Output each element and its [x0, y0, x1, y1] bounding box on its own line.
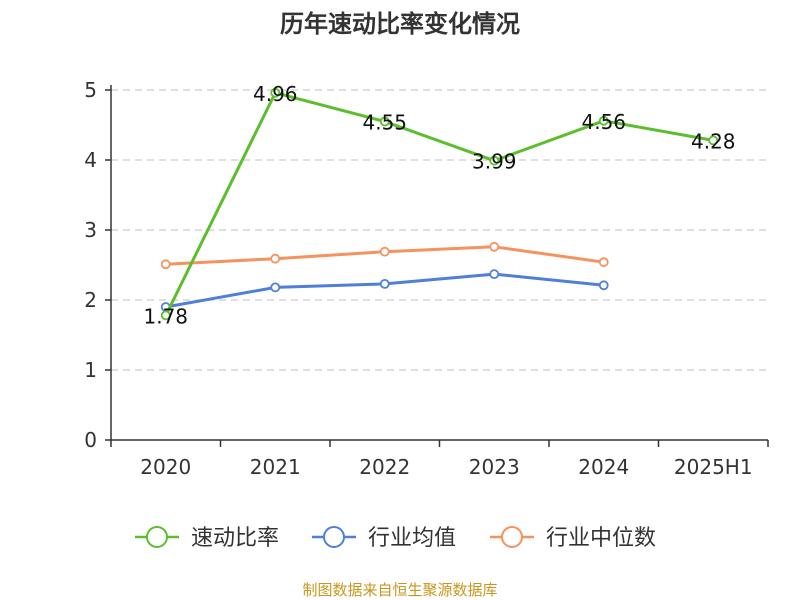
data-point[interactable] [598, 257, 609, 268]
legend-label[interactable]: 行业均值 [368, 526, 456, 551]
data-label: 4.56 [581, 110, 626, 134]
legend-label[interactable]: 行业中位数 [546, 526, 656, 551]
axes: 0 1 2 3 4 5 2020 2021 2022 2023 2024 2025H1 [84, 78, 769, 479]
data-label: 4.96 [253, 82, 298, 106]
data-point[interactable] [160, 310, 171, 321]
data-point[interactable] [379, 278, 390, 289]
data-point[interactable] [270, 253, 281, 264]
data-label: 4.28 [691, 129, 736, 153]
y-tick-label: 4 [84, 148, 97, 172]
x-tick-label: 2024 [578, 455, 629, 479]
series-group [160, 87, 719, 321]
y-tick-label: 1 [84, 358, 97, 382]
data-point[interactable] [270, 87, 281, 98]
x-tick-label: 2020 [140, 455, 191, 479]
y-tick-label: 5 [84, 78, 97, 102]
data-point[interactable] [270, 282, 281, 293]
y-tick-label: 3 [84, 218, 97, 242]
data-point[interactable] [489, 241, 500, 252]
data-point[interactable] [489, 269, 500, 280]
legend-swatch-marker [146, 526, 168, 548]
data-label: 3.99 [472, 150, 517, 174]
data-point[interactable] [379, 116, 390, 127]
legend-swatch-marker [501, 526, 523, 548]
legend-swatch-marker [323, 526, 345, 548]
data-point[interactable] [708, 135, 719, 146]
chart-title: 历年速动比率变化情况 [280, 10, 520, 38]
data-point[interactable] [489, 155, 500, 166]
y-tick-label: 0 [84, 428, 97, 452]
source-note: 制图数据来自恒生聚源数据库 [302, 581, 497, 599]
data-label: 4.55 [362, 111, 407, 135]
x-tick-label: 2023 [469, 455, 520, 479]
data-point[interactable] [379, 246, 390, 257]
x-tick-label: 2021 [250, 455, 301, 479]
x-tick-label: 2022 [359, 455, 410, 479]
data-labels: 1.78 4.96 4.55 3.99 4.56 4.28 [143, 82, 735, 329]
data-point[interactable] [598, 115, 609, 126]
x-tick-label: 2025H1 [674, 455, 753, 479]
grid-lines [111, 89, 768, 371]
legend[interactable]: 速动比率 行业均值 行业中位数 [135, 526, 656, 551]
y-tick-label: 2 [84, 288, 97, 312]
data-point[interactable] [160, 259, 171, 270]
legend-label[interactable]: 速动比率 [191, 526, 279, 551]
data-point[interactable] [598, 280, 609, 291]
data-label: 1.78 [143, 304, 188, 328]
series-line-0 [164, 91, 714, 317]
